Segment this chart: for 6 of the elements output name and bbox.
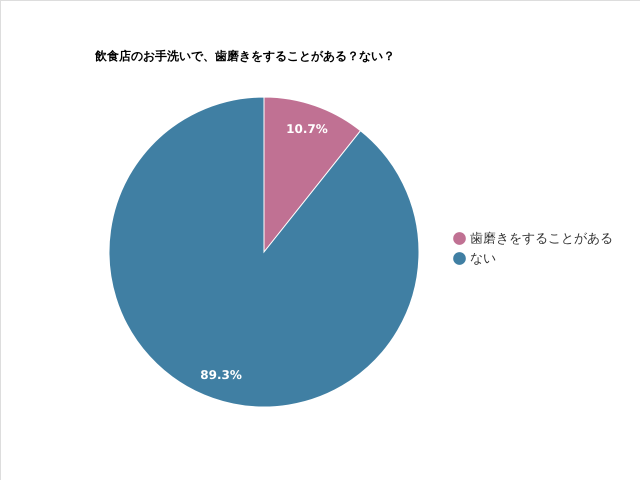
chart-title: 飲食店のお手洗いで、歯磨きをすることがある？ない？: [94, 49, 395, 63]
data-label: 89.3%: [200, 368, 242, 382]
legend-label: ない: [470, 252, 496, 266]
pie-slice: [108, 96, 420, 408]
legend-label: 歯磨きをすることがある: [470, 232, 613, 246]
data-label: 10.7%: [286, 122, 328, 136]
